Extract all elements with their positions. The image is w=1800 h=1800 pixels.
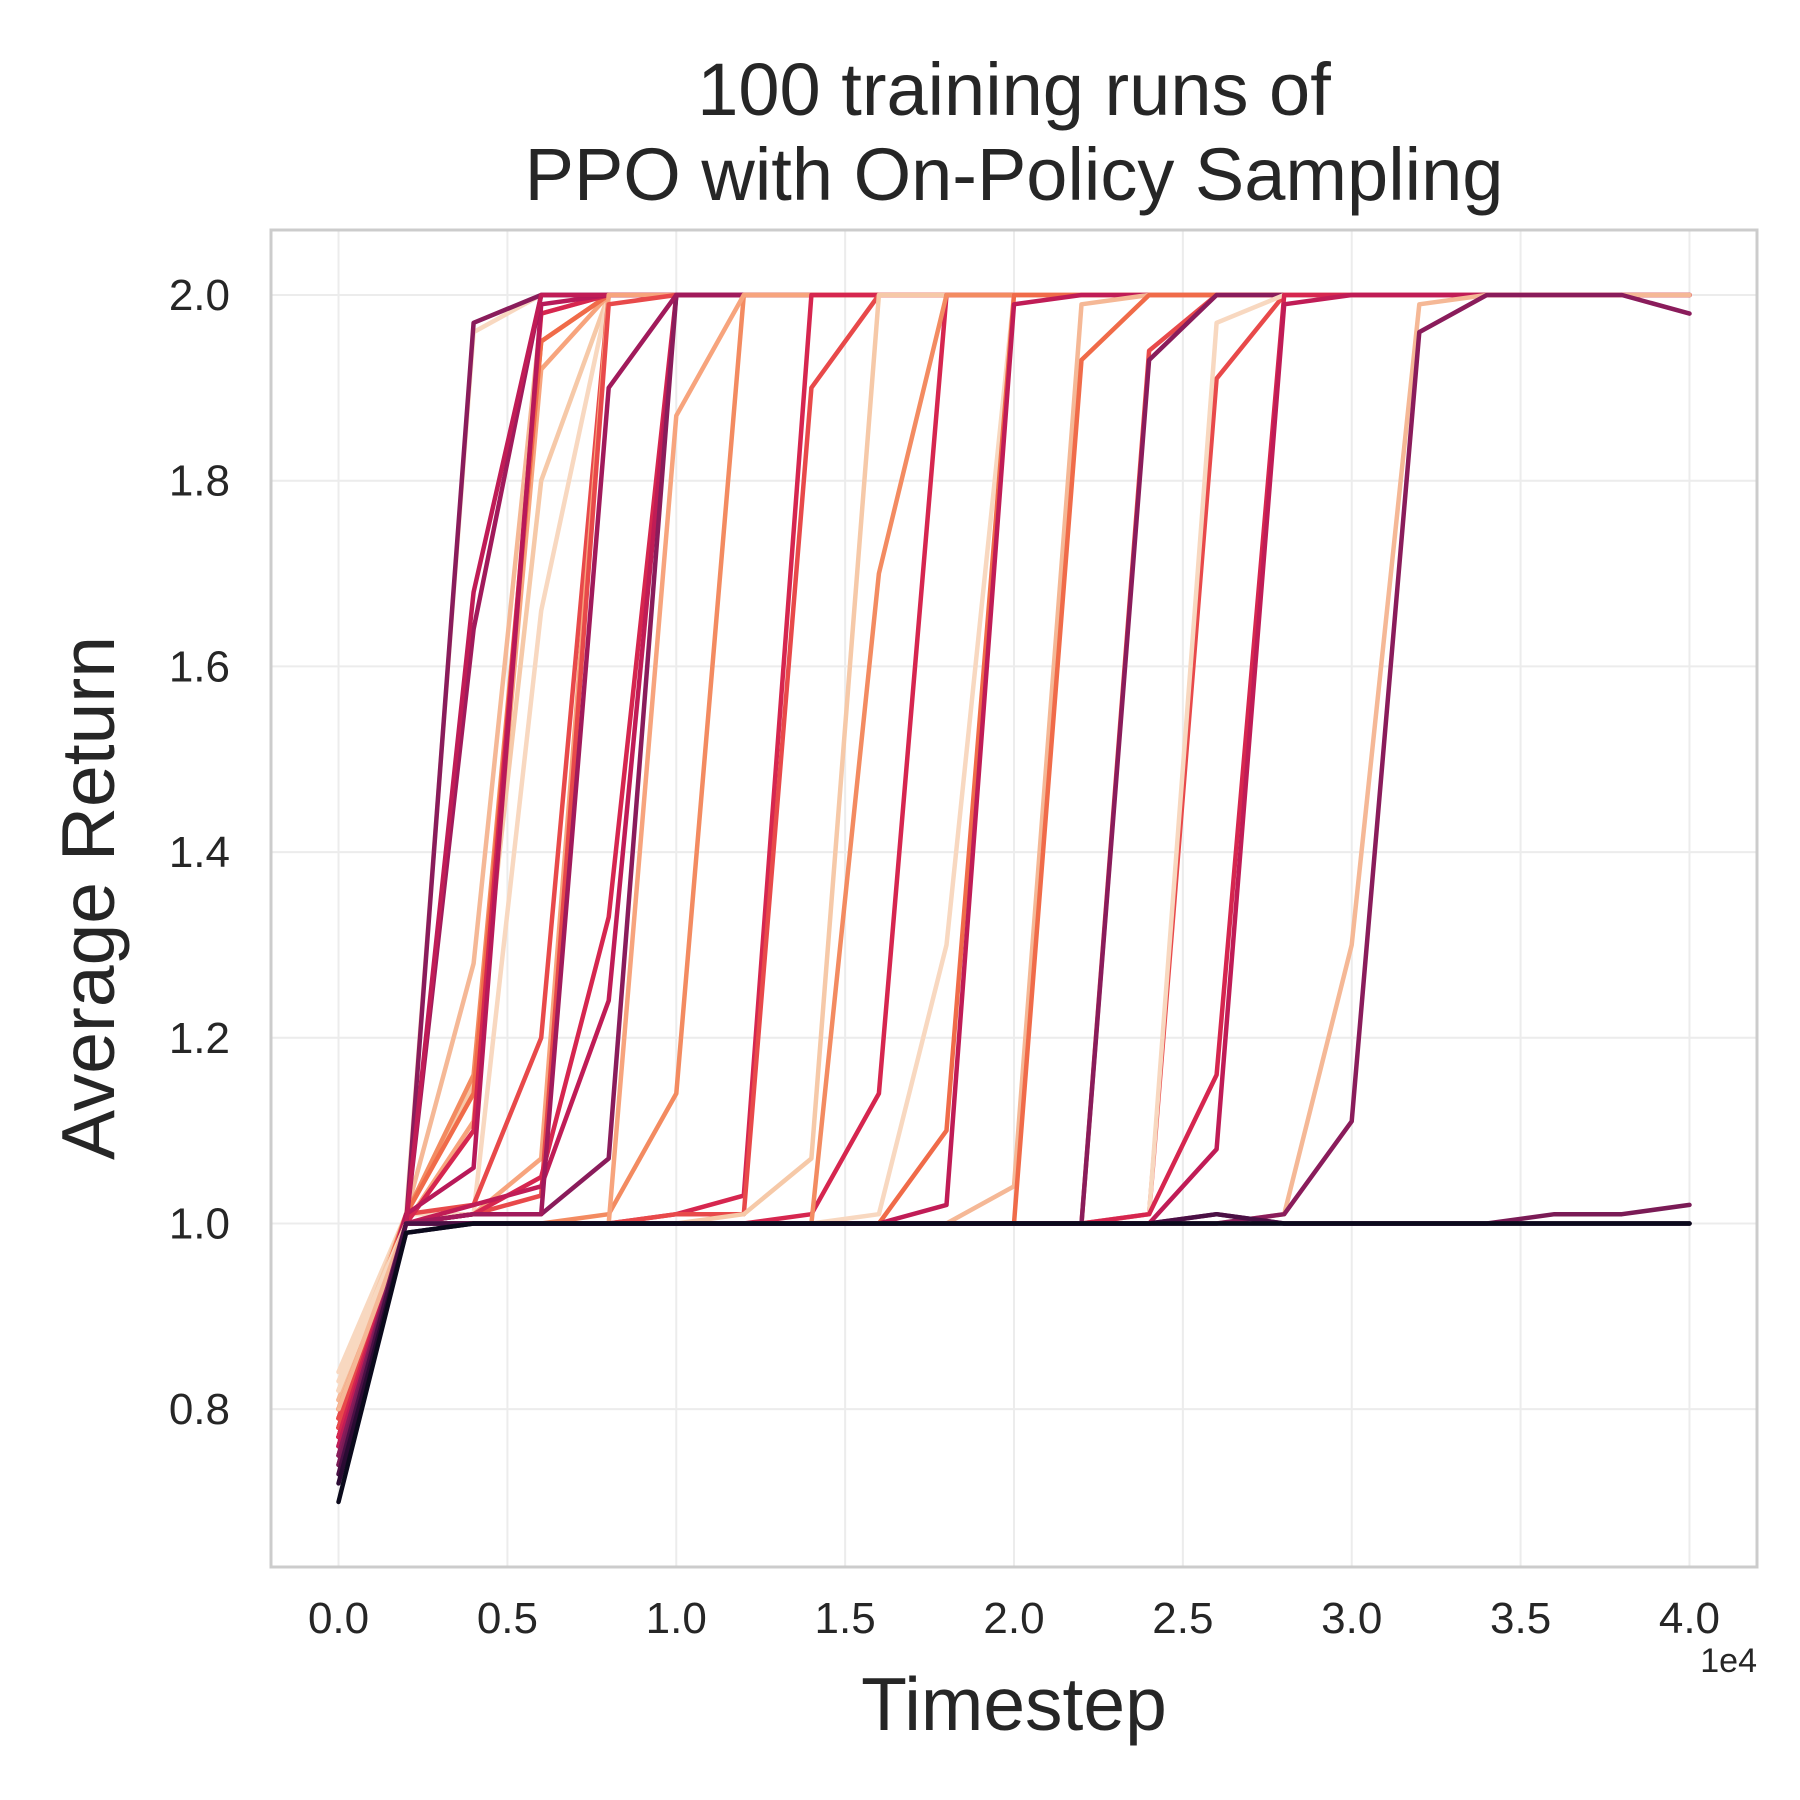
x-tick-label: 1.0: [646, 1594, 707, 1643]
y-tick-label: 1.8: [169, 457, 230, 506]
x-tick-label: 2.5: [1152, 1594, 1213, 1643]
x-tick-label: 0.0: [308, 1594, 369, 1643]
x-axis-label: Timestep: [861, 1662, 1167, 1746]
y-tick-labels: 0.8 1.0 1.2 1.4 1.6 1.8 2.0: [169, 271, 230, 1434]
chart-title-line-1: 100 training runs of: [697, 48, 1331, 131]
x-axis-offset-label: 1e4: [1700, 1642, 1757, 1680]
y-tick-label: 1.4: [169, 828, 230, 877]
y-tick-label: 0.8: [169, 1385, 230, 1434]
chart-title-line-2: PPO with On-Policy Sampling: [525, 133, 1504, 216]
y-axis-label: Average Return: [46, 636, 130, 1160]
x-tick-label: 0.5: [477, 1594, 538, 1643]
x-tick-labels: 0.0 0.5 1.0 1.5 2.0 2.5 3.0 3.5 4.0: [308, 1594, 1720, 1643]
y-tick-label: 1.2: [169, 1014, 230, 1063]
x-tick-label: 2.0: [983, 1594, 1044, 1643]
series-lines: [336, 292, 1692, 1505]
y-tick-label: 1.6: [169, 642, 230, 691]
y-tick-label: 1.0: [169, 1199, 230, 1248]
y-tick-label: 2.0: [169, 271, 230, 320]
x-tick-label: 4.0: [1659, 1594, 1720, 1643]
x-tick-label: 3.5: [1490, 1594, 1551, 1643]
x-tick-label: 3.0: [1321, 1594, 1382, 1643]
plot-frame: [269, 228, 1759, 1569]
x-tick-label: 1.5: [815, 1594, 876, 1643]
training-run-line-43: [336, 1221, 1692, 1505]
